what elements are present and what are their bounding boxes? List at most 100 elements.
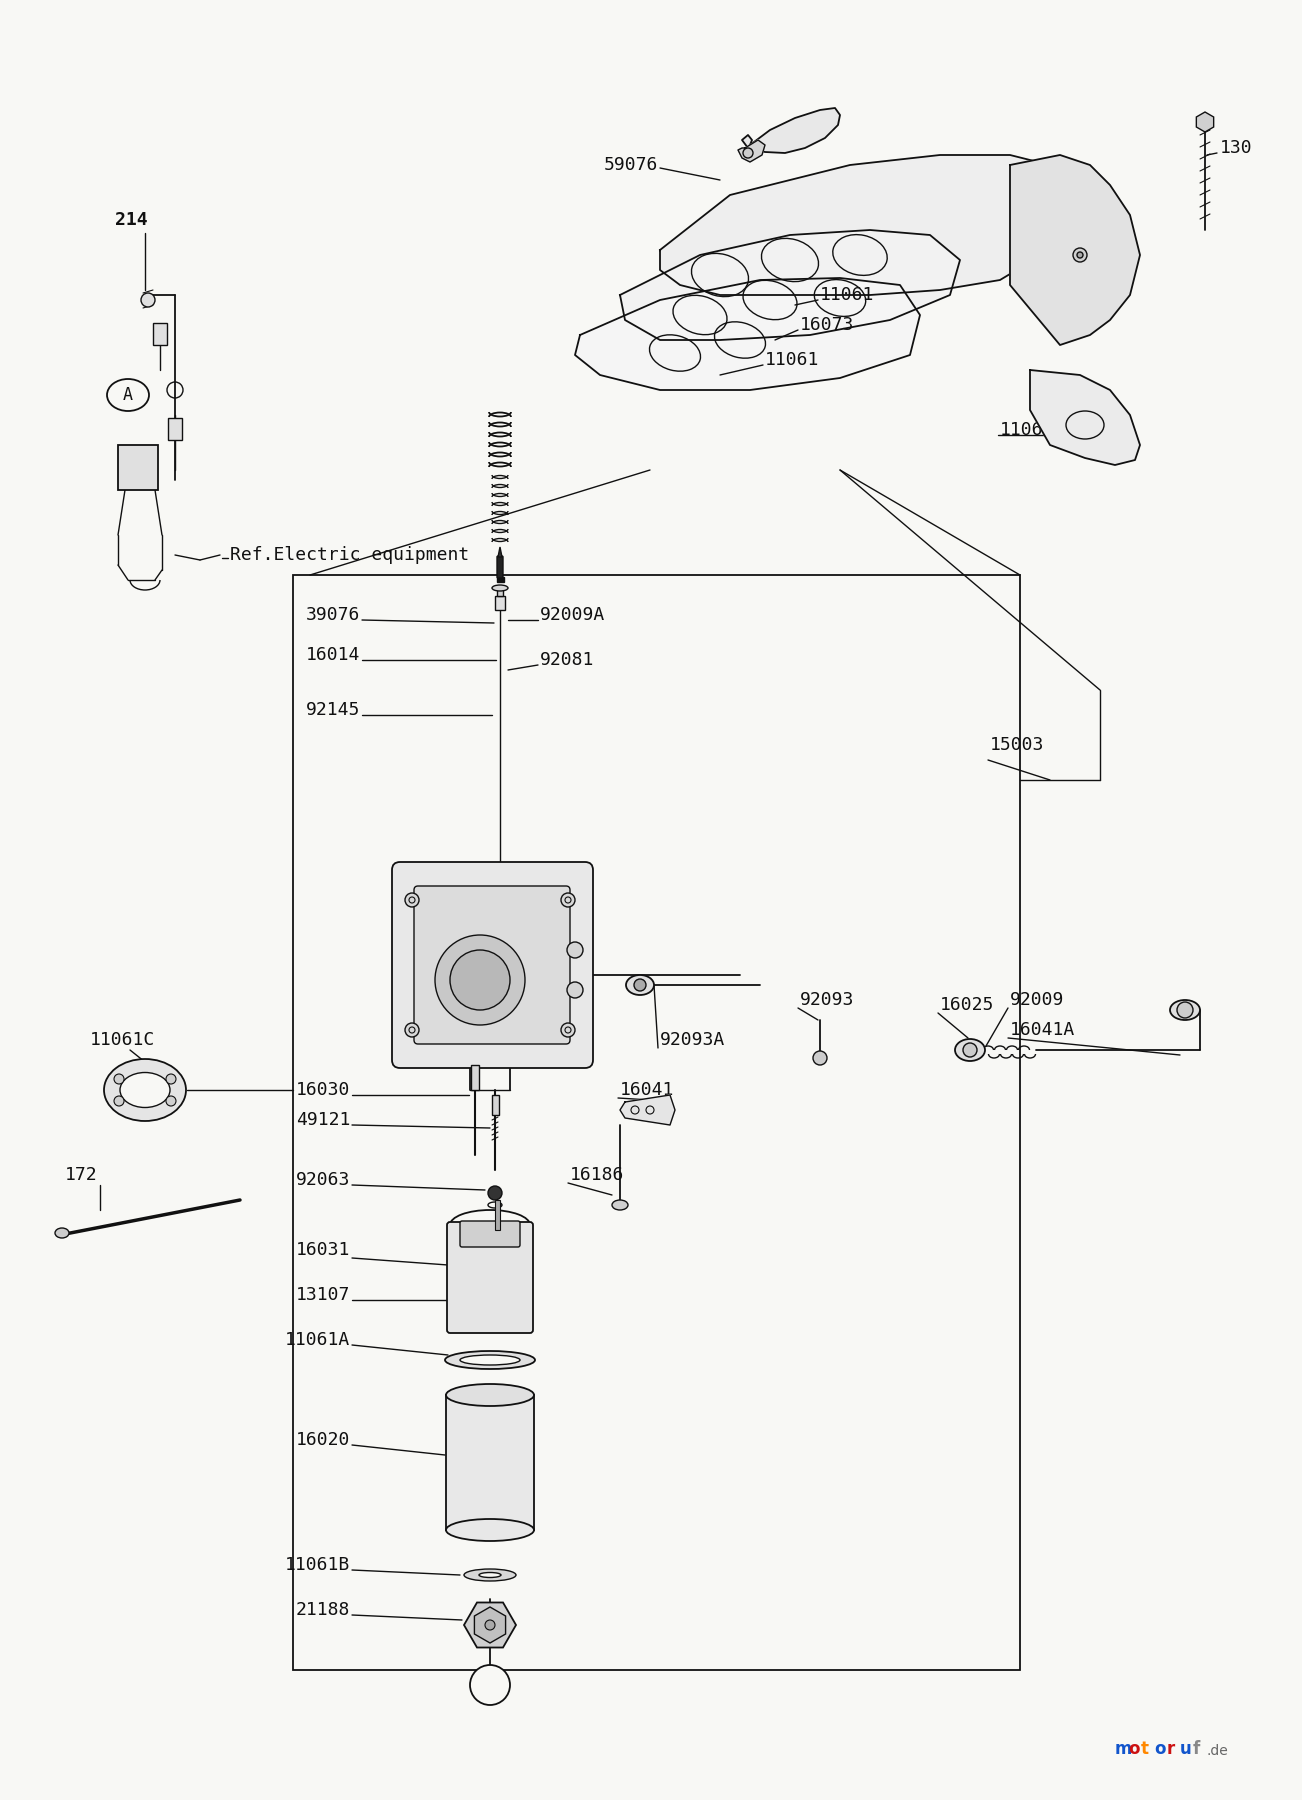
Text: .de: .de: [1206, 1744, 1228, 1759]
Text: 16186: 16186: [570, 1166, 625, 1184]
Text: 16041: 16041: [620, 1082, 674, 1100]
Ellipse shape: [445, 1352, 535, 1370]
Text: 49121: 49121: [296, 1111, 350, 1129]
Polygon shape: [620, 230, 960, 340]
Text: A: A: [122, 385, 133, 403]
Bar: [495, 596, 505, 610]
Text: 16073: 16073: [799, 317, 854, 335]
Text: 11061: 11061: [766, 351, 819, 369]
Circle shape: [566, 983, 583, 997]
Text: 214: 214: [115, 211, 147, 229]
Text: 11061C: 11061C: [90, 1031, 155, 1049]
Text: 130: 130: [1220, 139, 1253, 157]
Ellipse shape: [55, 1228, 69, 1238]
Circle shape: [561, 893, 575, 907]
Bar: [497, 589, 503, 596]
Text: 92063: 92063: [296, 1172, 350, 1190]
Ellipse shape: [104, 1058, 186, 1121]
Polygon shape: [575, 277, 921, 391]
Text: m: m: [1115, 1741, 1133, 1759]
Text: 92009: 92009: [1010, 992, 1064, 1010]
Text: 16025: 16025: [940, 995, 995, 1013]
Ellipse shape: [479, 1573, 501, 1577]
Ellipse shape: [492, 585, 508, 590]
Circle shape: [634, 979, 646, 992]
Ellipse shape: [1170, 1001, 1200, 1021]
Circle shape: [141, 293, 155, 308]
FancyBboxPatch shape: [392, 862, 592, 1067]
Ellipse shape: [612, 1201, 628, 1210]
Text: 11061: 11061: [820, 286, 875, 304]
Circle shape: [165, 1075, 176, 1084]
Text: 16030: 16030: [296, 1082, 350, 1100]
Circle shape: [470, 1665, 510, 1705]
Text: 13107: 13107: [296, 1285, 350, 1303]
Text: 16014: 16014: [306, 646, 359, 664]
Ellipse shape: [120, 1073, 171, 1107]
Circle shape: [405, 1022, 419, 1037]
Circle shape: [1077, 252, 1083, 257]
Text: 92093: 92093: [799, 992, 854, 1010]
Text: A: A: [486, 1676, 495, 1694]
Circle shape: [566, 941, 583, 958]
Text: 15003: 15003: [990, 736, 1044, 754]
Text: 59076: 59076: [604, 157, 658, 175]
Text: r: r: [1167, 1741, 1176, 1759]
Circle shape: [1073, 248, 1087, 263]
Text: I: I: [134, 461, 142, 473]
Circle shape: [115, 1096, 124, 1105]
FancyBboxPatch shape: [414, 886, 570, 1044]
Polygon shape: [620, 1094, 674, 1125]
Text: 92093A: 92093A: [660, 1031, 725, 1049]
Bar: [492, 1094, 499, 1114]
Polygon shape: [497, 547, 503, 556]
Bar: [154, 322, 167, 346]
Bar: [118, 445, 158, 490]
FancyBboxPatch shape: [497, 556, 503, 578]
Bar: [293, 574, 1019, 1670]
Bar: [447, 1395, 534, 1530]
FancyBboxPatch shape: [447, 1222, 533, 1334]
Polygon shape: [1030, 371, 1141, 464]
Text: 11061B: 11061B: [285, 1555, 350, 1573]
Polygon shape: [1010, 155, 1141, 346]
Circle shape: [450, 950, 510, 1010]
Circle shape: [561, 1022, 575, 1037]
Text: 39076: 39076: [306, 607, 359, 625]
Ellipse shape: [447, 1384, 534, 1406]
Text: 16031: 16031: [296, 1240, 350, 1258]
Circle shape: [488, 1186, 503, 1201]
Circle shape: [435, 934, 525, 1024]
Text: o: o: [1154, 1741, 1165, 1759]
Circle shape: [812, 1051, 827, 1066]
Text: 92145: 92145: [306, 700, 359, 718]
Bar: [497, 578, 504, 581]
Polygon shape: [738, 140, 766, 162]
Bar: [495, 1201, 500, 1229]
Text: u: u: [1180, 1741, 1191, 1759]
Polygon shape: [742, 108, 840, 153]
Circle shape: [405, 893, 419, 907]
Ellipse shape: [464, 1570, 516, 1580]
Ellipse shape: [447, 1519, 534, 1541]
Text: f: f: [1193, 1741, 1200, 1759]
Circle shape: [743, 148, 753, 158]
FancyBboxPatch shape: [460, 1220, 519, 1247]
Text: 11061D: 11061D: [1000, 421, 1065, 439]
Text: 172: 172: [65, 1166, 98, 1184]
Ellipse shape: [626, 976, 654, 995]
Text: 92009A: 92009A: [540, 607, 605, 625]
Circle shape: [963, 1042, 976, 1057]
Text: Ref.Electric equipment: Ref.Electric equipment: [230, 545, 469, 563]
Text: o: o: [1128, 1741, 1139, 1759]
Circle shape: [1177, 1003, 1193, 1019]
Circle shape: [486, 1620, 495, 1631]
Text: 92081: 92081: [540, 652, 595, 670]
Polygon shape: [660, 155, 1060, 295]
Bar: [471, 1066, 479, 1091]
Bar: [168, 418, 182, 439]
Ellipse shape: [954, 1039, 986, 1060]
Text: 11061A: 11061A: [285, 1330, 350, 1348]
Text: t: t: [1141, 1741, 1148, 1759]
Text: 16041A: 16041A: [1010, 1021, 1075, 1039]
